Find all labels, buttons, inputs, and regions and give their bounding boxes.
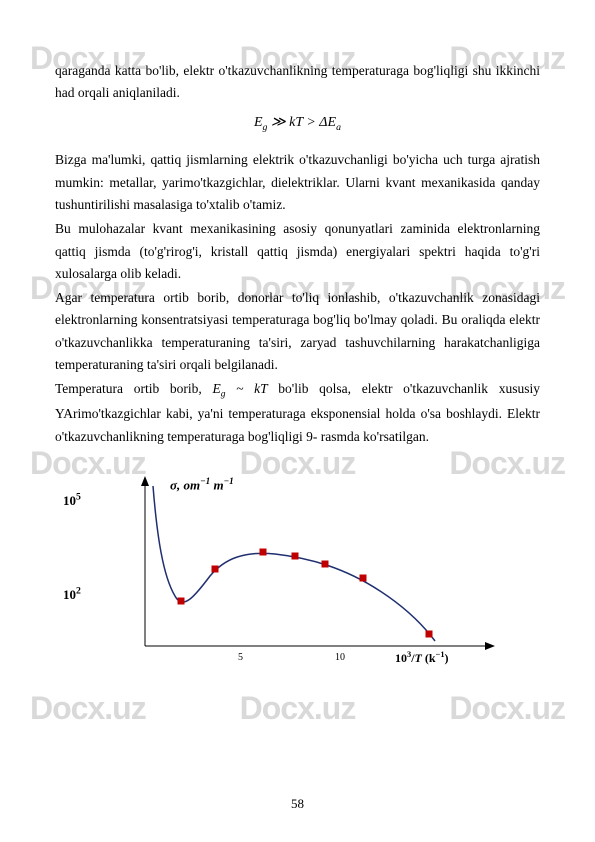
formula-inline: Eg ~ kT xyxy=(212,381,267,396)
x-axis-label: 103/T (k−1) xyxy=(395,648,449,669)
formula-1: Eg ≫ kT > ΔEa xyxy=(55,111,540,136)
watermark-row-4: Docx.uz Docx.uz Docx.uz xyxy=(0,690,595,727)
page-content: qaraganda katta bo'lib, elektr o'tkazuvc… xyxy=(0,0,595,676)
paragraph-4: Agar temperatura ortib borib, donorlar t… xyxy=(55,287,540,376)
page-number: 58 xyxy=(0,796,595,812)
y-tick-label-1: 105 xyxy=(63,490,81,512)
x-tick-2: 10 xyxy=(335,650,345,667)
paragraph-1: qaraganda katta bo'lib, elektr o'tkazuvc… xyxy=(55,60,540,105)
paragraph-3: Bu mulohazalar kvant mexanikasining asos… xyxy=(55,218,540,285)
x-tick-1: 5 xyxy=(238,650,243,667)
watermark-text: Docx.uz xyxy=(449,690,565,727)
y-axis-title: σ, om−1 m−1 xyxy=(170,474,234,496)
paragraph-5: Temperatura ortib borib, Eg ~ kT bo'lib … xyxy=(55,378,540,448)
watermark-text: Docx.uz xyxy=(240,690,356,727)
conductivity-chart: 105 102 σ, om−1 m−1 5 10 103/T (k−1) xyxy=(95,476,515,676)
paragraph-2: Bizga ma'lumki, qattiq jismlarning elekt… xyxy=(55,149,540,216)
p5-a: Temperatura ortib borib, xyxy=(55,381,212,396)
chart-svg xyxy=(95,476,515,661)
watermark-text: Docx.uz xyxy=(30,690,146,727)
y-tick-label-2: 102 xyxy=(63,584,81,606)
